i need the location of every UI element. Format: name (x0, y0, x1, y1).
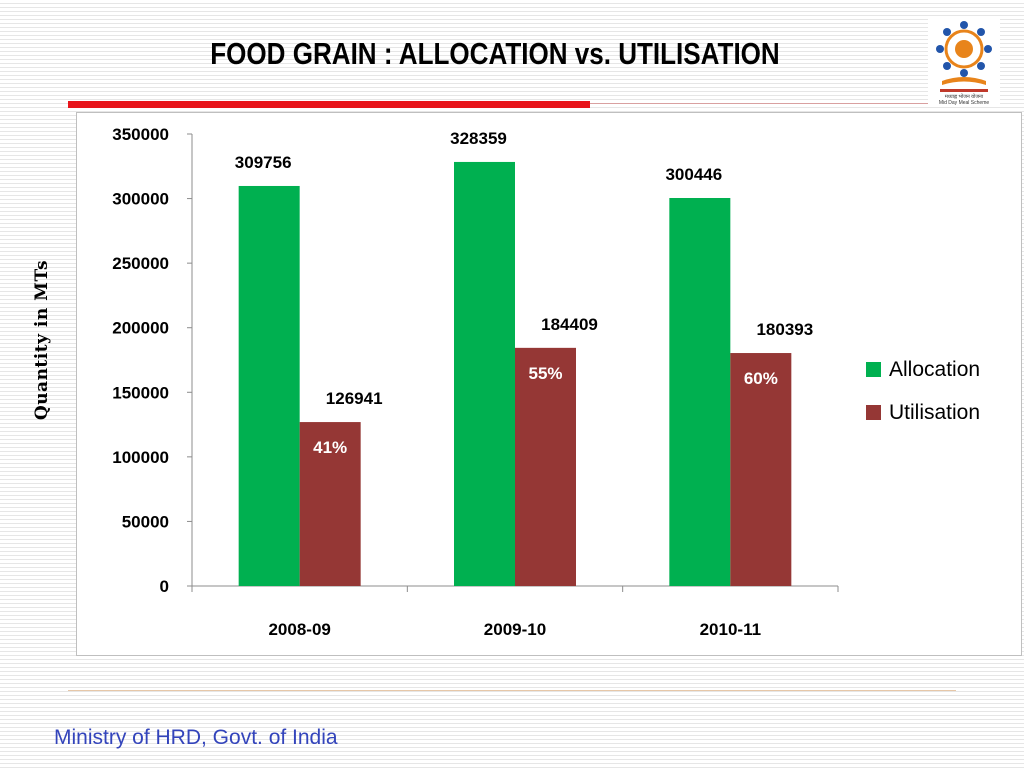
data-label: 309756 (235, 153, 292, 172)
y-tick-label: 0 (160, 577, 169, 596)
page-title: FOOD GRAIN : ALLOCATION vs. UTILISATION (210, 36, 780, 71)
legend-label-allocation: Allocation (889, 357, 981, 381)
percent-label: 41% (313, 438, 347, 457)
percent-label: 60% (744, 369, 778, 388)
logo-text-english: Mid Day Meal Scheme (939, 100, 990, 106)
y-tick-label: 250000 (112, 254, 169, 273)
data-label: 126941 (326, 389, 383, 408)
legend-swatch-allocation (866, 362, 881, 377)
legend-item-allocation: Allocation (866, 348, 980, 391)
x-tick-label: 2009-10 (484, 620, 546, 639)
legend-label-utilisation: Utilisation (889, 400, 981, 424)
y-tick-label: 50000 (122, 512, 169, 531)
x-tick-label: 2010-11 (700, 620, 761, 639)
y-tick-label: 200000 (112, 319, 169, 338)
data-label: 180393 (756, 320, 813, 339)
bar-utilisation (299, 422, 361, 586)
title-underline-thin (590, 103, 935, 104)
x-tick-label: 2008-09 (268, 620, 330, 639)
mid-day-meal-logo: मध्याह्न भोजन योजना Mid Day Meal Scheme (928, 17, 1000, 107)
legend-swatch-utilisation (866, 405, 881, 420)
y-tick-label: 150000 (112, 383, 169, 402)
title-underline (68, 101, 590, 108)
chart-legend: Allocation Utilisation (866, 348, 980, 434)
mid-day-meal-scheme-logo-icon: मध्याह्न भोजन योजना Mid Day Meal Scheme (936, 21, 992, 106)
data-label: 300446 (665, 165, 722, 184)
percent-label: 55% (528, 364, 562, 383)
bar-allocation (238, 185, 300, 587)
y-tick-label: 100000 (112, 448, 169, 467)
legend-item-utilisation: Utilisation (866, 391, 980, 434)
bar-utilisation (515, 347, 576, 586)
footer-divider (68, 690, 956, 691)
y-axis-label-text: Quantity in MTs (32, 259, 52, 421)
data-label: 184409 (541, 315, 598, 334)
y-tick-label: 350000 (112, 125, 169, 144)
logo-text-hindi: मध्याह्न भोजन योजना (945, 93, 984, 100)
footer-credit: Ministry of HRD, Govt. of India (54, 726, 338, 749)
y-tick-label: 300000 (112, 190, 169, 209)
bar-allocation (669, 197, 731, 586)
bar-allocation (454, 161, 515, 586)
data-label: 328359 (450, 129, 507, 148)
bar-utilisation (730, 353, 792, 586)
